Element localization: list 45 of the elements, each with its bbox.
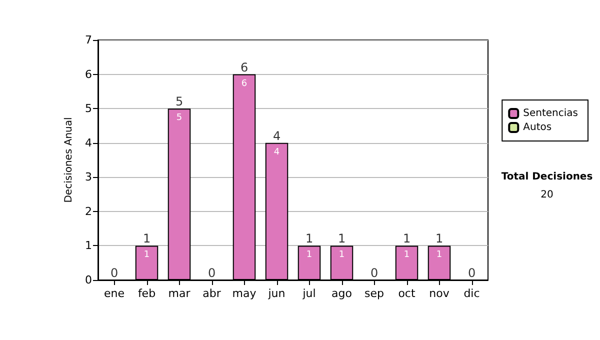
y-tick-label: 6 [85, 68, 92, 81]
x-tick-label: nov [429, 287, 450, 300]
total-label: 1 [305, 232, 314, 246]
data-label: 4 [274, 147, 280, 158]
y-axis-title: Decisiones Anual [64, 117, 75, 203]
legend-label: Autos [523, 122, 552, 133]
total-label: 4 [272, 128, 281, 143]
total-label: 6 [240, 60, 248, 74]
x-tick-label: may [232, 287, 257, 300]
x-tick-label: mar [168, 287, 191, 300]
legend-label: Sentencias [523, 108, 578, 119]
data-label: 1 [436, 250, 442, 260]
total-label: 0 [468, 266, 476, 280]
data-label: 1 [144, 250, 150, 260]
x-tick-label: sep [364, 287, 384, 300]
data-label: 1 [306, 250, 312, 260]
total-label: 5 [175, 94, 184, 109]
y-tick-label: 2 [85, 204, 92, 218]
y-tick-label: 5 [85, 102, 92, 116]
x-tick-label: oct [398, 287, 416, 300]
x-tick-label: jul [302, 287, 316, 300]
x-tick-label: ago [332, 287, 352, 300]
x-tick-label: ene [104, 287, 125, 300]
data-label: 1 [404, 250, 410, 260]
y-tick-label: 3 [85, 170, 92, 184]
total-label: 0 [370, 266, 378, 280]
y-tick-label: 7 [85, 34, 92, 46]
data-label: 1 [338, 250, 345, 260]
y-tick-label: 0 [85, 274, 92, 286]
text: 20 [540, 190, 554, 200]
total-label: 1 [435, 232, 444, 246]
x-tick-label: feb [138, 287, 156, 300]
text: Total Decisiones [501, 172, 593, 182]
total-label: 1 [142, 232, 151, 246]
y-tick-label: 4 [85, 136, 92, 150]
data-label: 5 [176, 113, 182, 124]
x-tick-label: jun [267, 287, 286, 300]
total-label: 0 [208, 266, 216, 280]
total-label: 1 [338, 232, 346, 246]
x-tick-label: dic [464, 287, 480, 300]
data-label: 6 [241, 78, 248, 89]
total-label: 1 [402, 232, 411, 246]
x-tick-label: abr [202, 287, 222, 300]
y-tick-label: 1 [85, 239, 92, 252]
total-label: 0 [110, 266, 118, 280]
